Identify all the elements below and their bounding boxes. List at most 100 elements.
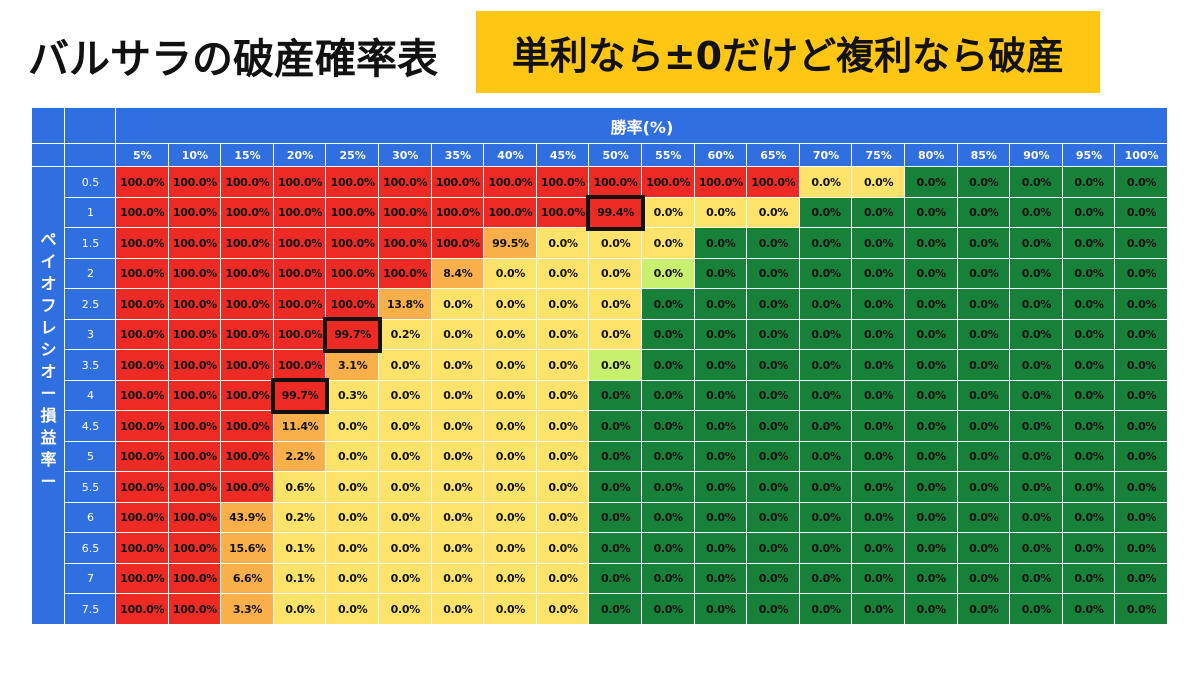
heatmap-cell: 0.0%: [378, 502, 432, 534]
heatmap-cell: 0.0%: [1062, 472, 1116, 503]
heatmap-cell: 0.0%: [536, 533, 590, 564]
heatmap-cell: 0.0%: [799, 411, 853, 442]
corner-cell: [65, 144, 116, 167]
heatmap-cell: 0.0%: [1062, 411, 1116, 442]
heatmap-cell: 0.0%: [1010, 411, 1063, 442]
heatmap-cell: 100.0%: [116, 289, 169, 320]
heatmap-cell: 100.0%: [694, 167, 748, 198]
heatmap-cell: 0.0%: [641, 472, 695, 503]
row-header: 0.5: [65, 167, 116, 198]
heatmap-cell: 0.0%: [904, 289, 958, 320]
heatmap-cell: 0.0%: [694, 289, 748, 320]
heatmap-cell: 3.3%: [221, 594, 274, 625]
heatmap-cell: 100.0%: [116, 319, 169, 351]
heatmap-cell: 100.0%: [168, 350, 222, 381]
heatmap-cell: 0.0%: [1010, 441, 1063, 473]
heatmap-cell: 0.0%: [747, 197, 800, 229]
heatmap-cell: 0.0%: [1115, 594, 1168, 625]
heatmap-cell: 0.0%: [957, 167, 1011, 198]
column-header: 85%: [957, 144, 1011, 167]
heatmap-cell: 0.0%: [957, 228, 1011, 259]
corner-cell: [32, 144, 65, 167]
heatmap-cell: 99.5%: [484, 228, 537, 259]
heatmap-cell: 0.0%: [904, 502, 958, 534]
heatmap-cell: 0.1%: [273, 563, 327, 595]
row-header: 3.5: [65, 350, 116, 381]
heatmap-cell: 0.0%: [589, 533, 642, 564]
row-header: 3: [65, 319, 116, 351]
heatmap-cell: 6.6%: [221, 563, 274, 595]
heatmap-cell: 0.0%: [799, 350, 853, 381]
heatmap-cell: 0.0%: [1115, 380, 1168, 412]
heatmap-cell: 0.0%: [431, 380, 485, 412]
heatmap-cell: 100.0%: [273, 197, 327, 229]
heatmap-cell: 0.0%: [799, 441, 853, 473]
heatmap-cell: 100.0%: [168, 441, 222, 473]
heatmap-cell: 0.0%: [378, 472, 432, 503]
heatmap-cell: 0.0%: [957, 380, 1011, 412]
heatmap-cell: 100.0%: [221, 289, 274, 320]
heatmap-cell: 0.0%: [431, 594, 485, 625]
heatmap-cell: 0.0%: [484, 411, 537, 442]
heatmap-cell: 100.0%: [116, 411, 169, 442]
heatmap-cell: 0.0%: [957, 197, 1011, 229]
heatmap-cell: 0.0%: [1062, 197, 1116, 229]
heatmap-cell: 0.0%: [852, 228, 905, 259]
heatmap-cell: 100.0%: [168, 563, 222, 595]
y-axis-label: ペイオフレシオー損益率ー: [32, 167, 65, 625]
y-axis-label-char: 益: [40, 428, 57, 447]
column-header: 65%: [747, 144, 800, 167]
heatmap-cell: 8.4%: [431, 258, 485, 290]
heatmap-cell: 0.0%: [1062, 594, 1116, 625]
heatmap-cell: 0.0%: [589, 258, 642, 290]
y-axis-label-char: ー: [40, 384, 57, 403]
heatmap-cell: 0.0%: [589, 289, 642, 320]
heatmap-cell: 0.0%: [957, 594, 1011, 625]
column-header: 55%: [641, 144, 695, 167]
heatmap-cell: 99.4%: [589, 197, 642, 229]
heatmap-cell: 100.0%: [431, 167, 485, 198]
heatmap-cell: 0.0%: [1115, 472, 1168, 503]
heatmap-cell: 0.0%: [378, 594, 432, 625]
heatmap-cell: 100.0%: [378, 167, 432, 198]
heatmap-cell: 0.0%: [1010, 228, 1063, 259]
heatmap-cell: 0.0%: [589, 563, 642, 595]
heatmap-cell: 0.0%: [694, 380, 748, 412]
heatmap-cell: 100.0%: [221, 197, 274, 229]
y-axis-label-char: 率: [40, 450, 57, 469]
heatmap-cell: 0.0%: [484, 319, 537, 351]
heatmap-cell: 0.0%: [326, 563, 379, 595]
heatmap-cell: 0.0%: [799, 533, 853, 564]
heatmap-cell: 100.0%: [747, 167, 800, 198]
heatmap-cell: 0.0%: [326, 411, 379, 442]
column-header: 10%: [168, 144, 222, 167]
heatmap-cell: 0.0%: [641, 350, 695, 381]
heatmap-cell: 0.0%: [957, 289, 1011, 320]
heatmap-cell: 0.0%: [747, 258, 800, 290]
heatmap-cell: 0.0%: [852, 411, 905, 442]
heatmap-cell: 0.0%: [747, 533, 800, 564]
heatmap-cell: 0.0%: [904, 441, 958, 473]
heatmap-cell: 0.0%: [536, 441, 590, 473]
heatmap-cell: 100.0%: [116, 563, 169, 595]
heatmap-cell: 0.0%: [1062, 502, 1116, 534]
heatmap-cell: 0.0%: [957, 472, 1011, 503]
column-header: 90%: [1010, 144, 1063, 167]
heatmap-cell: 0.0%: [641, 258, 695, 290]
heatmap-cell: 13.8%: [378, 289, 432, 320]
heatmap-cell: 100.0%: [221, 472, 274, 503]
row-header: 2: [65, 258, 116, 290]
heatmap-cell: 0.0%: [1010, 533, 1063, 564]
heatmap-cell: 0.0%: [536, 319, 590, 351]
heatmap-cell: 100.0%: [116, 197, 169, 229]
heatmap-cell: 100.0%: [326, 228, 379, 259]
heatmap-cell: 0.0%: [536, 594, 590, 625]
heatmap-cell: 100.0%: [116, 350, 169, 381]
heatmap-cell: 0.0%: [1115, 228, 1168, 259]
heatmap-cell: 0.0%: [799, 258, 853, 290]
heatmap-cell: 0.0%: [1010, 380, 1063, 412]
table-grid: 勝率(%) ペイオフレシオー損益率ー 5% 10% 15% 20% 25% 30% 35% 4…: [32, 108, 1168, 625]
heatmap-cell: 100.0%: [168, 228, 222, 259]
heatmap-cell: 100.0%: [168, 289, 222, 320]
heatmap-cell: 0.0%: [1010, 350, 1063, 381]
